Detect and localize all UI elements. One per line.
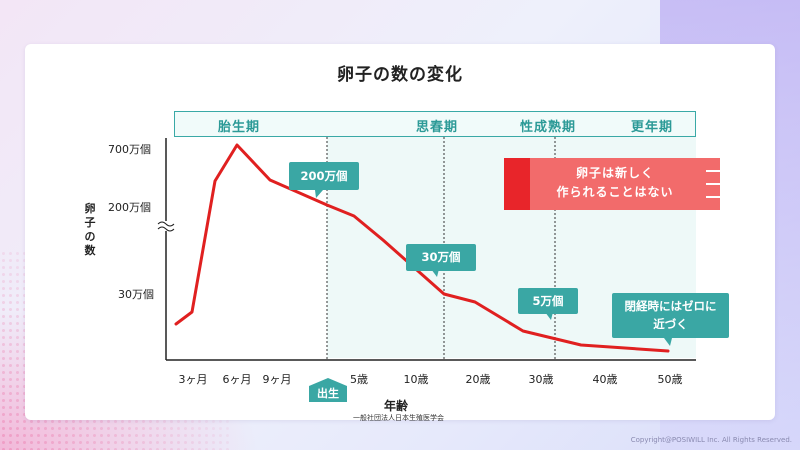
period-reproductive: 性成熟期 [520,120,577,135]
source-credit: 一般社団法人日本生殖医学会 [353,414,444,422]
callout-line2: 作られることはない [556,185,674,199]
x-tick-3m: 3ヶ月 [178,373,208,386]
birth-marker [309,378,347,402]
menopause-line1: 閉経時にはゼロに [624,299,717,313]
page-title: 卵子の数の変化 [337,65,463,85]
menopause-line2: 近づく [653,317,688,331]
badge-pointer-30 [431,269,439,277]
badge-pointer-menopause [664,338,672,346]
y-tick-200: 200万個 [108,201,151,214]
y-axis-title: 卵子の数 [84,202,96,257]
badge-pointer-200 [315,190,323,198]
callout-deco-line-2 [706,183,720,185]
period-header-box [174,111,696,137]
callout-text: 卵子は新しく 作られることはない [530,164,700,202]
x-tick-10y: 10歳 [403,373,429,386]
period-menopause: 更年期 [631,120,674,135]
x-tick-40y: 40歳 [592,373,618,386]
x-axis-title: 年齢 [384,399,409,413]
x-tick-20y: 20歳 [465,373,491,386]
badge-30man: 30万個 [406,244,476,271]
birth-label: 出生 [317,387,339,400]
x-tick-6m: 6ヶ月 [222,373,252,386]
badge-pointer-5 [545,312,553,320]
y-tick-30: 30万個 [118,288,154,301]
callout-deco-line-1 [706,170,720,172]
callout-accent-block [504,158,530,210]
no-new-eggs-callout: 卵子は新しく 作られることはない [504,158,720,210]
period-puberty: 思春期 [416,120,459,135]
badge-200man: 200万個 [289,162,359,190]
x-tick-9m: 9ヶ月 [262,373,292,386]
copyright-text: Copyright@POSIWILL Inc. All Rights Reser… [630,436,792,444]
callout-line1: 卵子は新しく [575,166,654,180]
x-tick-30y: 30歳 [528,373,554,386]
badge-5man: 5万個 [518,288,578,314]
x-tick-5y: 5歳 [350,373,368,386]
badge-menopause: 閉経時にはゼロに 近づく [612,293,729,338]
callout-deco-line-3 [706,196,720,198]
axis-break-mark [157,221,175,232]
period-fetal: 胎生期 [218,120,261,135]
x-tick-50y: 50歳 [657,373,683,386]
y-tick-700: 700万個 [108,143,151,156]
